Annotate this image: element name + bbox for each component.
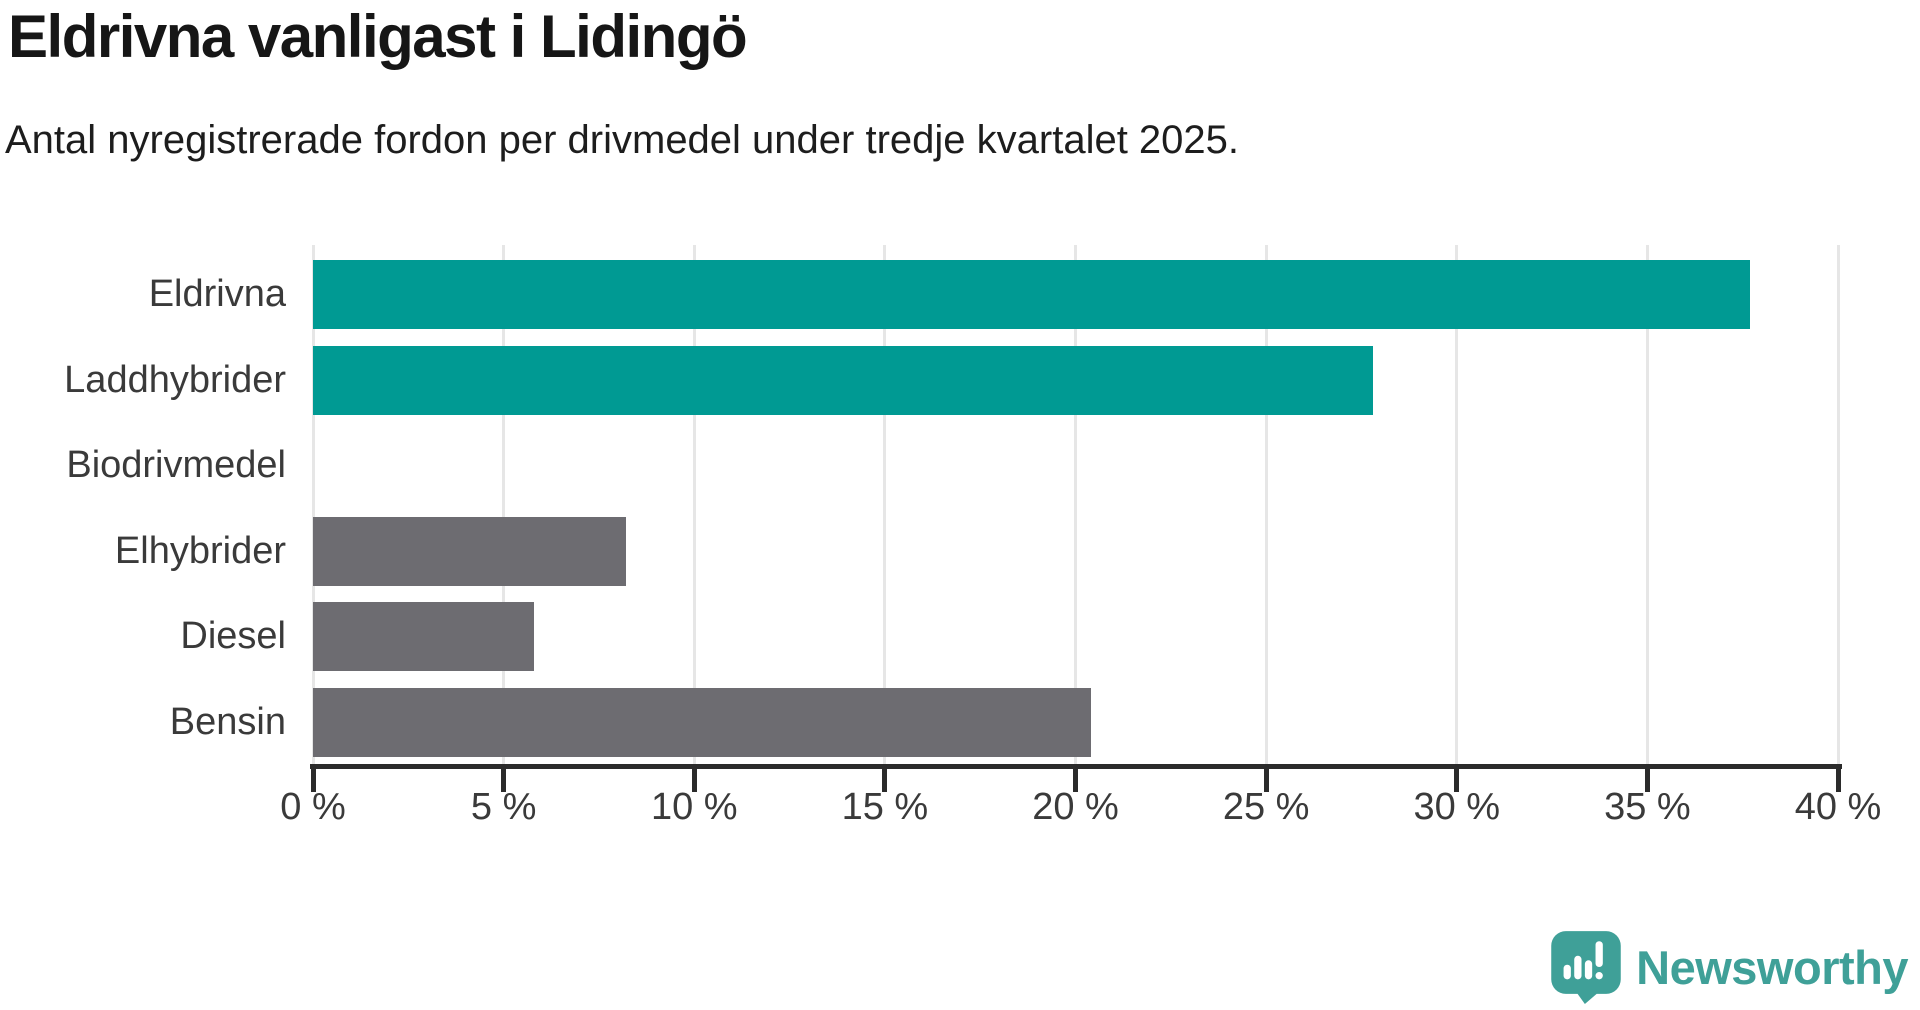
- x-axis-tick-label-15: 15 %: [841, 786, 929, 828]
- x-axis-tick-15: [882, 764, 888, 792]
- x-axis-tick-label-0: 0 %: [280, 786, 346, 828]
- category-label-bensin: Bensin: [169, 700, 286, 743]
- x-axis-tick-10: [691, 764, 697, 792]
- category-label-elhybrider: Elhybrider: [114, 529, 286, 572]
- x-axis-tick-5: [501, 764, 507, 792]
- gridline-x-0: [311, 245, 315, 766]
- gridline-x-10: [692, 245, 696, 766]
- x-axis-tick-40: [1835, 764, 1841, 792]
- x-axis-tick-label-25: 25 %: [1222, 786, 1310, 828]
- gridline-x-15: [883, 245, 887, 766]
- bar-diesel: [313, 602, 535, 671]
- x-axis-tick-label-10: 10 %: [650, 786, 738, 828]
- x-axis-tick-25: [1263, 764, 1269, 792]
- category-label-diesel: Diesel: [180, 615, 286, 657]
- gridline-x-30: [1455, 245, 1459, 766]
- x-axis-tick-30: [1454, 764, 1460, 792]
- gridline-x-20: [1074, 245, 1077, 766]
- bar-elhybrider: [313, 516, 626, 586]
- x-axis-tick-label-35: 35 %: [1604, 786, 1691, 828]
- x-axis-tick-label-5: 5 %: [470, 786, 537, 828]
- gridline-x-40: [1836, 245, 1840, 766]
- newsworthy-speech-bubble-chart-icon: [1551, 931, 1621, 1004]
- x-axis-tick-label-30: 30 %: [1413, 786, 1501, 828]
- x-axis-tick-0: [310, 764, 316, 792]
- bar-laddhybrider: [313, 345, 1373, 415]
- bar-bensin: [313, 687, 1091, 757]
- category-label-eldrivna: Eldrivna: [148, 273, 286, 315]
- newsworthy-brand-text: Newsworthy: [1636, 940, 1908, 994]
- chart-title: Eldrivna vanligast i Lidingö: [8, 3, 748, 70]
- bar-eldrivna: [313, 260, 1751, 329]
- gridline-x-25: [1264, 245, 1268, 766]
- x-axis-tick-label-40: 40 %: [1794, 786, 1882, 828]
- x-axis-tick-20: [1073, 764, 1078, 792]
- category-label-biodrivmedel: Biodrivmedel: [66, 444, 286, 486]
- chart-subtitle: Antal nyregistrerade fordon per drivmede…: [5, 118, 1240, 162]
- gridline-x-5: [502, 245, 506, 766]
- x-axis-tick-35: [1644, 764, 1650, 792]
- newsworthy-logo: Newsworthy: [1550, 930, 1908, 1004]
- category-label-laddhybrider: Laddhybrider: [64, 358, 286, 401]
- gridline-x-35: [1645, 245, 1649, 766]
- x-axis-tick-label-20: 20 %: [1032, 786, 1119, 828]
